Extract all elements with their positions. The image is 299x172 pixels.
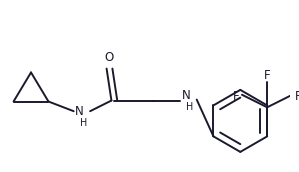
Text: H: H — [80, 118, 87, 128]
Text: F: F — [264, 69, 271, 82]
Text: N: N — [182, 89, 190, 102]
Text: H: H — [186, 102, 193, 112]
Text: F: F — [295, 90, 299, 103]
Text: F: F — [233, 90, 239, 103]
Text: N: N — [75, 105, 84, 118]
Text: O: O — [105, 51, 114, 64]
